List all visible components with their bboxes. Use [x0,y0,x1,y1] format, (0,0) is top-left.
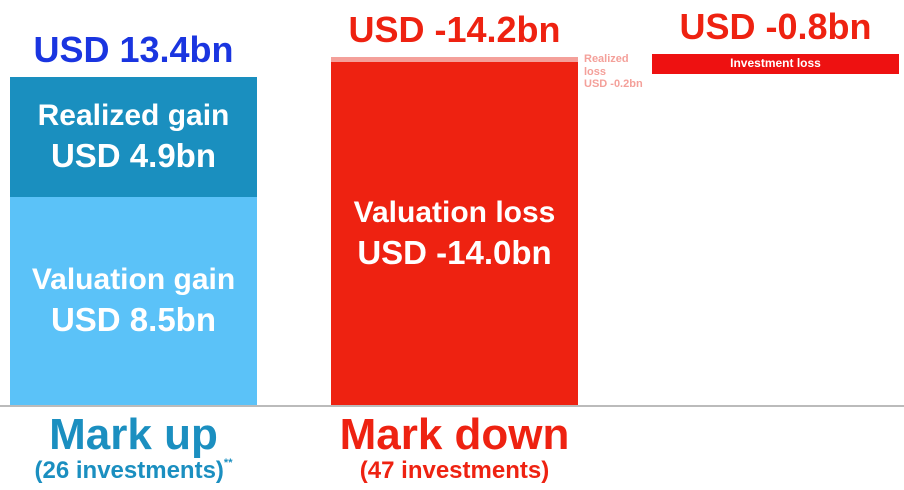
segment-label: Realized gain USD 4.9bn [10,77,257,197]
segment-name: Investment loss [730,56,821,70]
segment-name: Realized loss [584,53,629,78]
category-sublabel: (47 investments) [311,457,598,485]
bar-segment: Realized gain USD 4.9bn [10,76,257,197]
total-label: USD 13.4bn [33,28,234,70]
segment-name: Realized gain [37,98,230,132]
segment-value: USD 8.5bn [50,300,217,338]
bar-segment: Investment loss [652,54,899,74]
baseline [0,405,904,407]
segment-value: USD -0.2bn [584,78,643,91]
footnote-marker: ** [223,457,233,469]
category-label: Mark up [49,410,218,459]
sublabel-text: (47 investments) [359,457,550,484]
segment-name: Valuation gain [31,262,236,296]
bar-segment: Valuation gain USD 8.5bn [10,196,257,405]
segment-label: Valuation gain USD 8.5bn [10,197,257,405]
sublabel-text: (26 investments) [34,457,224,484]
category-label: Mark down [339,410,570,459]
segment-label: Valuation loss USD -14.0bn [331,62,578,405]
segment-name: Valuation loss [353,195,556,229]
total-label: USD -14.2bn [348,9,561,51]
bar-segment [331,57,578,62]
bar-segment: Valuation loss USD -14.0bn [331,62,578,405]
category-sublabel: (26 investments)** [0,457,277,485]
segment-value: USD -14.0bn [357,233,552,271]
segment-label: Realized loss USD -0.2bn [584,53,656,91]
segment-value: USD 4.9bn [50,136,217,174]
total-label: USD -0.8bn [679,6,872,47]
